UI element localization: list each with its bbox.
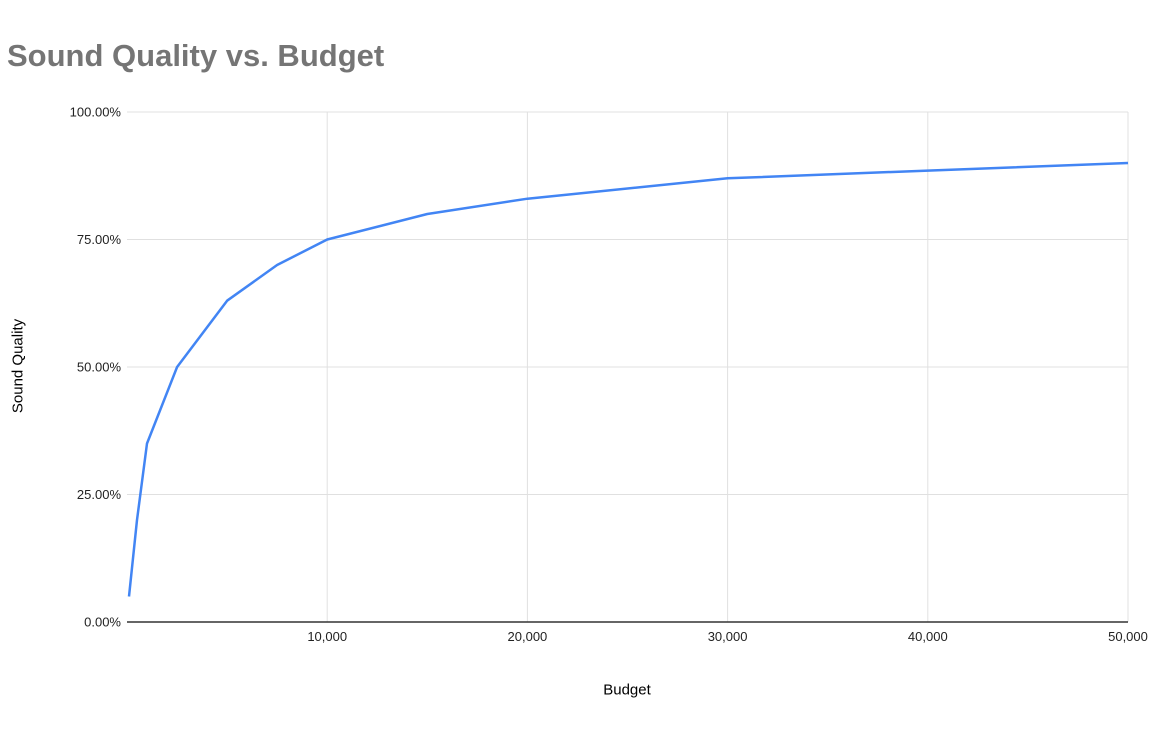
y-tick-label: 50.00% [77, 360, 122, 375]
y-tick-label: 75.00% [77, 232, 122, 247]
x-axis-title: Budget [603, 681, 651, 699]
y-tick-label: 0.00% [84, 615, 121, 630]
x-tick-label: 20,000 [508, 629, 548, 644]
y-axis-title: Sound Quality [9, 318, 27, 414]
y-tick-label: 100.00% [70, 105, 122, 120]
y-tick-label: 25.00% [77, 487, 122, 502]
x-tick-label: 40,000 [908, 629, 948, 644]
x-tick-label: 10,000 [307, 629, 347, 644]
series-line [127, 161, 1129, 597]
chart-title: Sound Quality vs. Budget [7, 38, 385, 73]
x-tick-label: 30,000 [708, 629, 748, 644]
x-tick-label: 50,000 [1108, 629, 1148, 644]
